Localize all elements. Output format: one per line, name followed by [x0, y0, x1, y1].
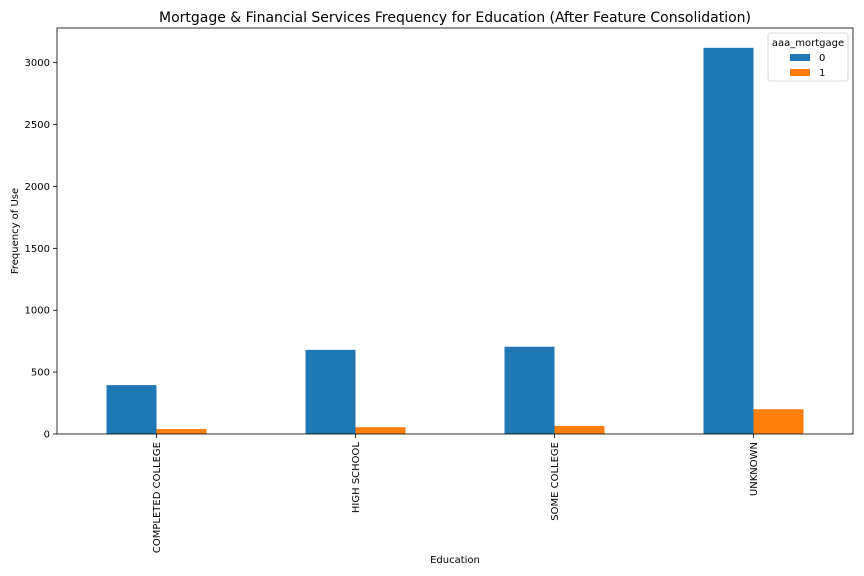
y-tick-label: 1500 — [25, 244, 50, 255]
y-tick-label: 2000 — [25, 182, 50, 193]
bar-unknown-series-1 — [753, 409, 804, 434]
legend-label-series-0: 0 — [819, 53, 825, 64]
y-axis-label: Frequency of Use — [10, 188, 21, 274]
bar-some-college-series-1 — [554, 425, 605, 434]
chart-title: Mortgage & Financial Services Frequency … — [159, 10, 751, 26]
bar-some-college-series-0 — [504, 346, 555, 434]
bar-completed-college-series-1 — [156, 429, 207, 434]
y-tick-label: 0 — [44, 430, 50, 441]
legend-swatch-series-0 — [790, 54, 810, 61]
x-tick-label: COMPLETED COLLEGE — [152, 442, 163, 553]
plot-frame — [56, 27, 854, 435]
bar-high-school-series-1 — [355, 427, 406, 434]
bar-completed-college-series-0 — [106, 385, 157, 434]
y-tick-label: 500 — [31, 368, 50, 379]
y-tick-label: 2500 — [25, 120, 50, 131]
plot-area: 0 500 1000 1500 2000 2500 3000 COMPLETED COLLEG… — [25, 27, 854, 553]
bar-high-school-series-0 — [305, 349, 356, 434]
legend-title: aaa_mortgage — [772, 38, 844, 49]
legend-label-series-1: 1 — [819, 68, 825, 79]
x-tick-label: SOME COLLEGE — [550, 442, 561, 521]
x-tick-label: HIGH SCHOOL — [351, 442, 362, 514]
y-tick-label: 1000 — [25, 306, 50, 317]
y-tick-label: 3000 — [25, 58, 50, 69]
legend: aaa_mortgage 0 1 — [767, 32, 849, 82]
bar-unknown-series-0 — [703, 47, 754, 435]
x-axis-label: Education — [430, 555, 480, 566]
legend-swatch-series-1 — [790, 69, 810, 76]
x-tick-label: UNKNOWN — [749, 442, 760, 496]
